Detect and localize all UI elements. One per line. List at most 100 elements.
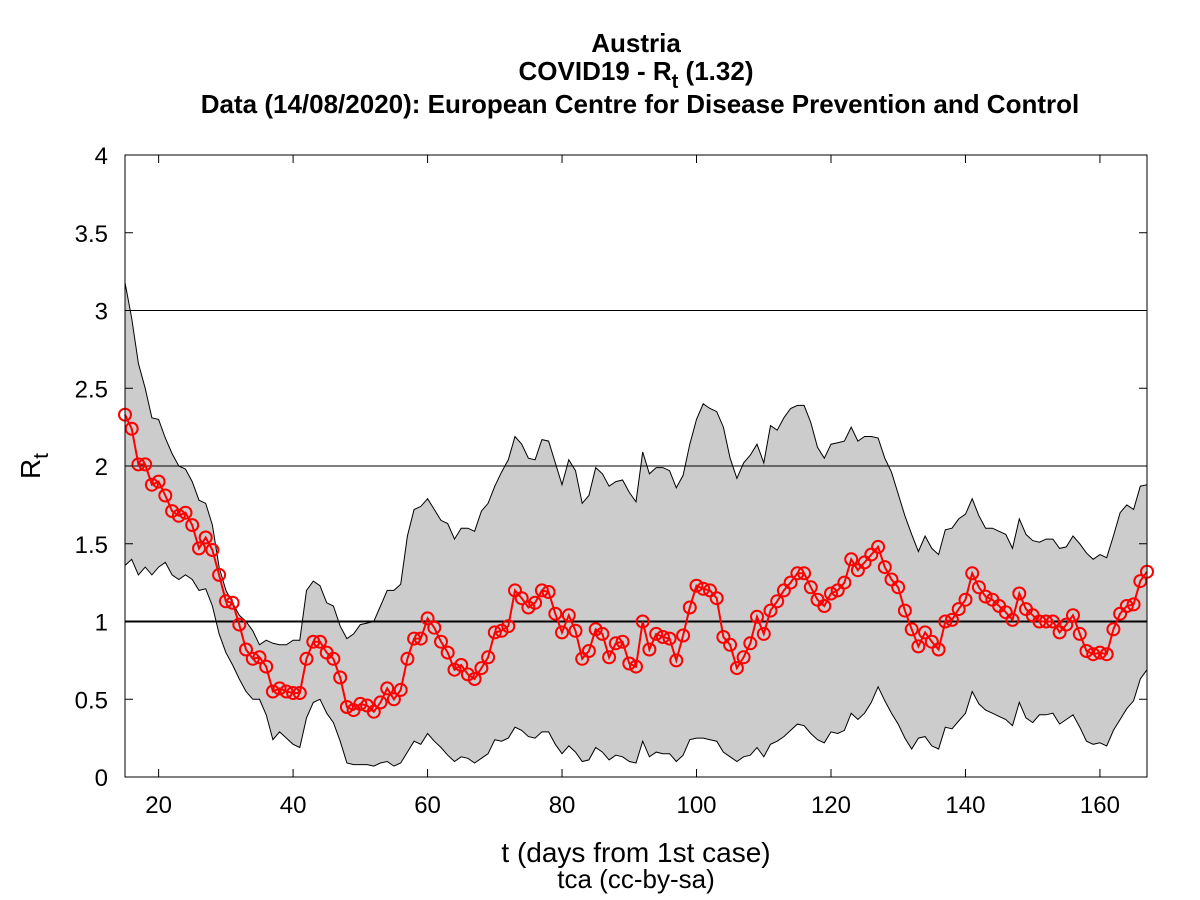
series-point <box>1066 608 1080 623</box>
y-tick-label: 4 <box>95 143 108 170</box>
series-point <box>729 661 744 676</box>
series-point <box>891 580 906 595</box>
y-tick-label: 1 <box>95 610 108 637</box>
series-point <box>171 508 186 523</box>
series-point <box>581 644 596 658</box>
series-point <box>245 651 260 666</box>
series-point <box>1072 626 1087 641</box>
series-point <box>158 488 173 503</box>
series-point <box>1099 647 1114 662</box>
x-tick-label: 160 <box>1080 792 1120 819</box>
series-point <box>279 684 294 699</box>
series-point <box>138 457 153 472</box>
series-point <box>151 474 166 489</box>
series-point <box>1133 574 1148 589</box>
series-point <box>1045 614 1060 629</box>
series-point <box>938 614 953 629</box>
series-point <box>306 634 321 649</box>
series-point <box>481 650 496 665</box>
series-point <box>192 541 206 556</box>
series-point <box>864 547 879 562</box>
series-point <box>386 692 401 707</box>
series-point <box>642 642 657 657</box>
series-point <box>1106 622 1121 637</box>
series-point <box>756 626 771 641</box>
series-point <box>474 661 489 676</box>
series-point <box>568 623 583 638</box>
series-point <box>366 704 381 719</box>
series-point <box>514 591 529 606</box>
y-axis-label: Rt <box>15 453 53 479</box>
series-point <box>239 642 253 657</box>
series-point <box>380 681 395 696</box>
series-point <box>1032 614 1047 629</box>
series-point <box>824 586 838 601</box>
series-point <box>467 672 482 686</box>
series-point <box>454 658 469 672</box>
x-tick-label: 60 <box>414 792 441 819</box>
series-point <box>877 560 892 575</box>
series-point <box>561 608 576 623</box>
series-point <box>218 594 233 609</box>
y-tick-label: 0.5 <box>75 687 108 714</box>
series-point <box>373 695 388 710</box>
series-point <box>897 603 912 618</box>
series-point <box>393 682 408 697</box>
series-point <box>951 602 966 617</box>
x-tick-label: 80 <box>549 792 576 819</box>
series-point <box>1012 586 1027 601</box>
credit-label: tca (cc-by-sa) <box>557 864 714 894</box>
series-point <box>272 681 287 696</box>
y-tick-label: 0 <box>95 765 108 792</box>
series-point <box>434 634 448 649</box>
series-point <box>1039 614 1054 629</box>
series-point <box>548 606 563 621</box>
series-point <box>198 530 213 545</box>
series-point <box>709 591 724 606</box>
series-point <box>299 651 314 666</box>
chart-title-metric: COVID19 - Rt (1.32) <box>519 56 754 93</box>
chart-title-source: Data (14/08/2020): European Centre for D… <box>201 89 1079 119</box>
series-point <box>333 670 348 685</box>
series-point <box>265 684 280 699</box>
series-point <box>763 603 778 618</box>
series-point <box>212 567 227 582</box>
series-point <box>427 620 442 635</box>
series-point <box>965 566 980 581</box>
series-point <box>622 656 637 671</box>
series-point <box>602 650 617 665</box>
series-point <box>144 477 159 492</box>
series-point <box>353 696 368 711</box>
series-point <box>292 686 307 700</box>
ticks-layer: 0 0.5 1 1.5 2 2.5 3 3.5 4 20 40 60 80 100 120 140 160 <box>75 143 1147 819</box>
chart-title-country: Austria <box>591 28 681 58</box>
series-point <box>407 631 422 646</box>
series-point <box>669 653 684 668</box>
y-tick-label: 1.5 <box>75 532 108 559</box>
series-point <box>918 625 933 640</box>
series-point <box>629 659 643 674</box>
series-point <box>635 614 650 629</box>
series-point <box>608 636 623 651</box>
series-point <box>131 457 146 472</box>
series-point <box>534 583 549 598</box>
series-point <box>904 622 919 637</box>
x-tick-label: 40 <box>280 792 307 819</box>
chart-title-metric-subscript: t <box>672 71 679 93</box>
series-point <box>837 575 852 590</box>
series-point <box>978 589 993 604</box>
series-point <box>1079 644 1094 658</box>
series-point <box>844 552 859 567</box>
y-tick-label: 3.5 <box>75 221 108 248</box>
series-point <box>326 651 341 666</box>
series-point <box>783 575 798 590</box>
series-point <box>945 612 959 627</box>
x-tick-label: 140 <box>945 792 985 819</box>
series-point <box>185 518 200 533</box>
series-point <box>615 634 630 649</box>
series-point <box>413 631 428 646</box>
series-point <box>931 642 946 657</box>
series-point <box>541 585 556 599</box>
series-point <box>178 505 193 520</box>
